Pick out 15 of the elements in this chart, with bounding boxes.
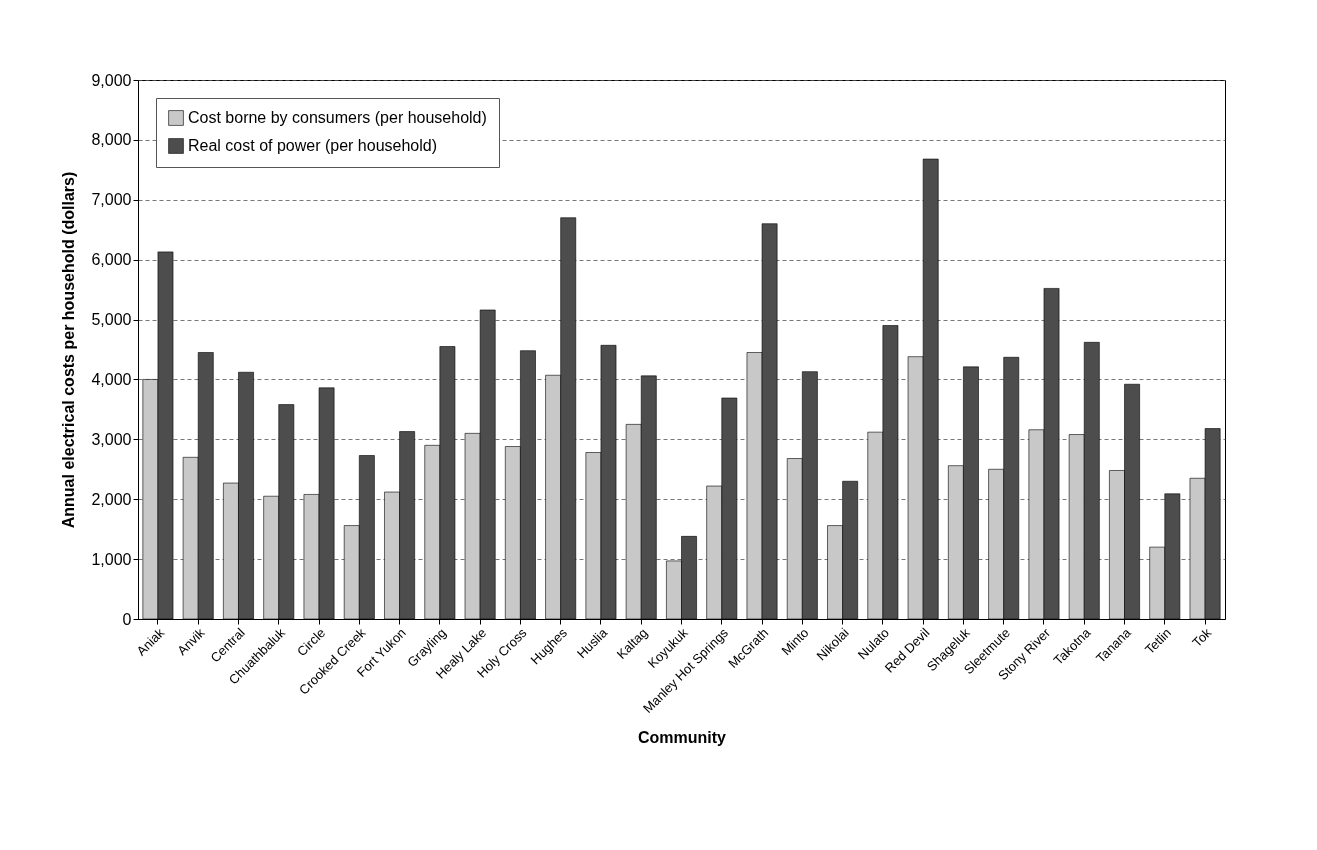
y-tick-label: 9,000	[91, 71, 132, 89]
y-tick-label: 0	[122, 610, 132, 628]
y-tick-label: 5,000	[91, 311, 132, 329]
y-tick-label: 6,000	[91, 251, 132, 269]
y-tick-label: 3,000	[91, 430, 132, 448]
y-tick-label: 1,000	[91, 550, 132, 568]
y-tick-label: 8,000	[91, 131, 132, 149]
y-tick-label: 7,000	[91, 191, 132, 209]
y-tick-label: 4,000	[91, 370, 132, 388]
legend-label: Cost borne by consumers (per household)	[188, 109, 487, 126]
x-tick-label: Tok	[1189, 624, 1215, 650]
y-axis-title: Annual electrical costs per household (dollars)	[60, 171, 78, 529]
y-tick-label: 2,000	[91, 490, 132, 508]
x-axis-title: Community	[638, 728, 727, 746]
legend-label: Real cost of power (per household)	[188, 137, 438, 154]
